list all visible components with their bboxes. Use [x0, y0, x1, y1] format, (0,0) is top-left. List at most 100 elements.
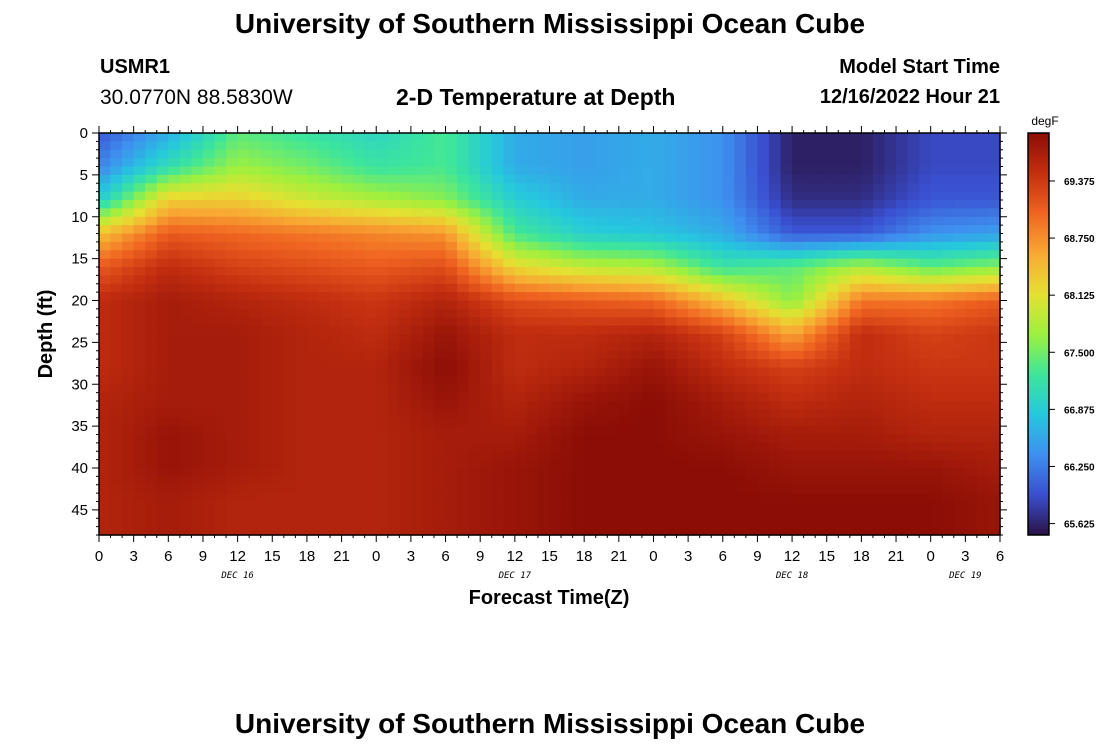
heatmap-cell [711, 526, 724, 536]
heatmap-cell [226, 200, 239, 209]
heatmap-cell [734, 442, 747, 452]
heatmap-cell [965, 468, 978, 477]
heatmap-cell [653, 200, 666, 209]
heatmap-cell [745, 250, 759, 260]
heatmap-cell [526, 501, 539, 511]
heatmap-cell [965, 426, 978, 436]
heatmap-cell [353, 267, 366, 276]
heatmap-cell [861, 484, 874, 494]
heatmap-cell [768, 141, 782, 151]
heatmap-cell [734, 484, 747, 494]
heatmap-cell [872, 409, 886, 419]
heatmap-cell [607, 141, 620, 151]
heatmap-cell [480, 518, 493, 528]
heatmap-cell [896, 292, 909, 302]
heatmap-cell [618, 300, 631, 310]
heatmap-cell [179, 283, 193, 293]
heatmap-cell [722, 200, 735, 209]
heatmap-cell [595, 392, 608, 402]
heatmap-cell [607, 518, 620, 528]
heatmap-cell [549, 158, 562, 168]
heatmap-cell [272, 300, 285, 310]
heatmap-cell [861, 426, 874, 436]
heatmap-cell [838, 208, 851, 218]
heatmap-cell [861, 149, 874, 159]
heatmap-cell [896, 392, 909, 402]
heatmap-cell [330, 149, 343, 159]
heatmap-cell [214, 468, 227, 477]
heatmap-cell [514, 375, 527, 385]
heatmap-cell [318, 166, 331, 176]
heatmap-cell [595, 166, 608, 176]
heatmap-cell [156, 149, 169, 159]
heatmap-cell [433, 476, 447, 486]
heatmap-cell [745, 200, 759, 209]
heatmap-cell [260, 401, 273, 410]
heatmap-cell [249, 468, 262, 477]
heatmap-cell [202, 308, 216, 318]
heatmap-cell [942, 417, 955, 427]
heatmap-cell [711, 208, 724, 218]
heatmap-cell [896, 384, 909, 394]
heatmap-cell [422, 451, 435, 461]
heatmap-cell [815, 434, 828, 444]
heatmap-cell [884, 275, 897, 285]
heatmap-cell [618, 275, 631, 285]
heatmap-cell [665, 459, 678, 469]
heatmap-cell [260, 417, 273, 427]
heatmap-cell [618, 292, 631, 302]
heatmap-cell [745, 493, 759, 503]
heatmap-cell [849, 350, 862, 360]
heatmap-cell [607, 501, 620, 511]
heatmap-cell [433, 409, 447, 419]
heatmap-cell [953, 434, 966, 444]
heatmap-cell [214, 384, 227, 394]
heatmap-cell [191, 375, 204, 385]
heatmap-cell [110, 141, 123, 151]
heatmap-cell [156, 334, 169, 343]
heatmap-cell [572, 141, 585, 151]
heatmap-cell [988, 493, 1001, 503]
heatmap-cell [133, 233, 146, 243]
heatmap-cell [306, 317, 320, 327]
heatmap-cell [676, 183, 689, 193]
x-tick-label: 3 [961, 548, 969, 565]
heatmap-cell [330, 509, 343, 519]
heatmap-cell [826, 384, 839, 394]
heatmap-cell [815, 275, 828, 285]
heatmap-cell [699, 233, 712, 243]
heatmap-cell [653, 334, 666, 343]
heatmap-cell [202, 417, 216, 427]
heatmap-cell [584, 417, 597, 427]
heatmap-cell [191, 509, 204, 519]
x-tick-label: 12 [507, 548, 524, 565]
heatmap-cell [445, 149, 458, 159]
heatmap-cell [341, 384, 354, 394]
heatmap-cell [803, 133, 816, 142]
heatmap-cell [364, 308, 377, 318]
heatmap-cell [930, 426, 943, 436]
heatmap-cell [214, 325, 227, 335]
heatmap-cell [584, 442, 597, 452]
heatmap-cell [237, 300, 250, 310]
heatmap-cell [179, 258, 193, 268]
heatmap-cell [526, 409, 539, 419]
heatmap-cell [942, 375, 955, 385]
heatmap-cell [122, 317, 135, 327]
heatmap-cell [422, 258, 435, 268]
heatmap-cell [387, 459, 400, 469]
heatmap-cell [445, 501, 458, 511]
heatmap-cell [792, 417, 805, 427]
heatmap-cell [480, 292, 493, 302]
heatmap-cell [364, 509, 377, 519]
heatmap-cell [341, 484, 354, 494]
heatmap-cell [607, 241, 620, 251]
heatmap-cell [665, 158, 678, 168]
heatmap-cell [734, 141, 747, 151]
heatmap-cell [433, 241, 447, 251]
heatmap-cell [907, 250, 920, 260]
heatmap-cell [849, 459, 862, 469]
heatmap-cell [768, 258, 782, 268]
heatmap-cell [641, 158, 655, 168]
heatmap-cell [283, 233, 296, 243]
